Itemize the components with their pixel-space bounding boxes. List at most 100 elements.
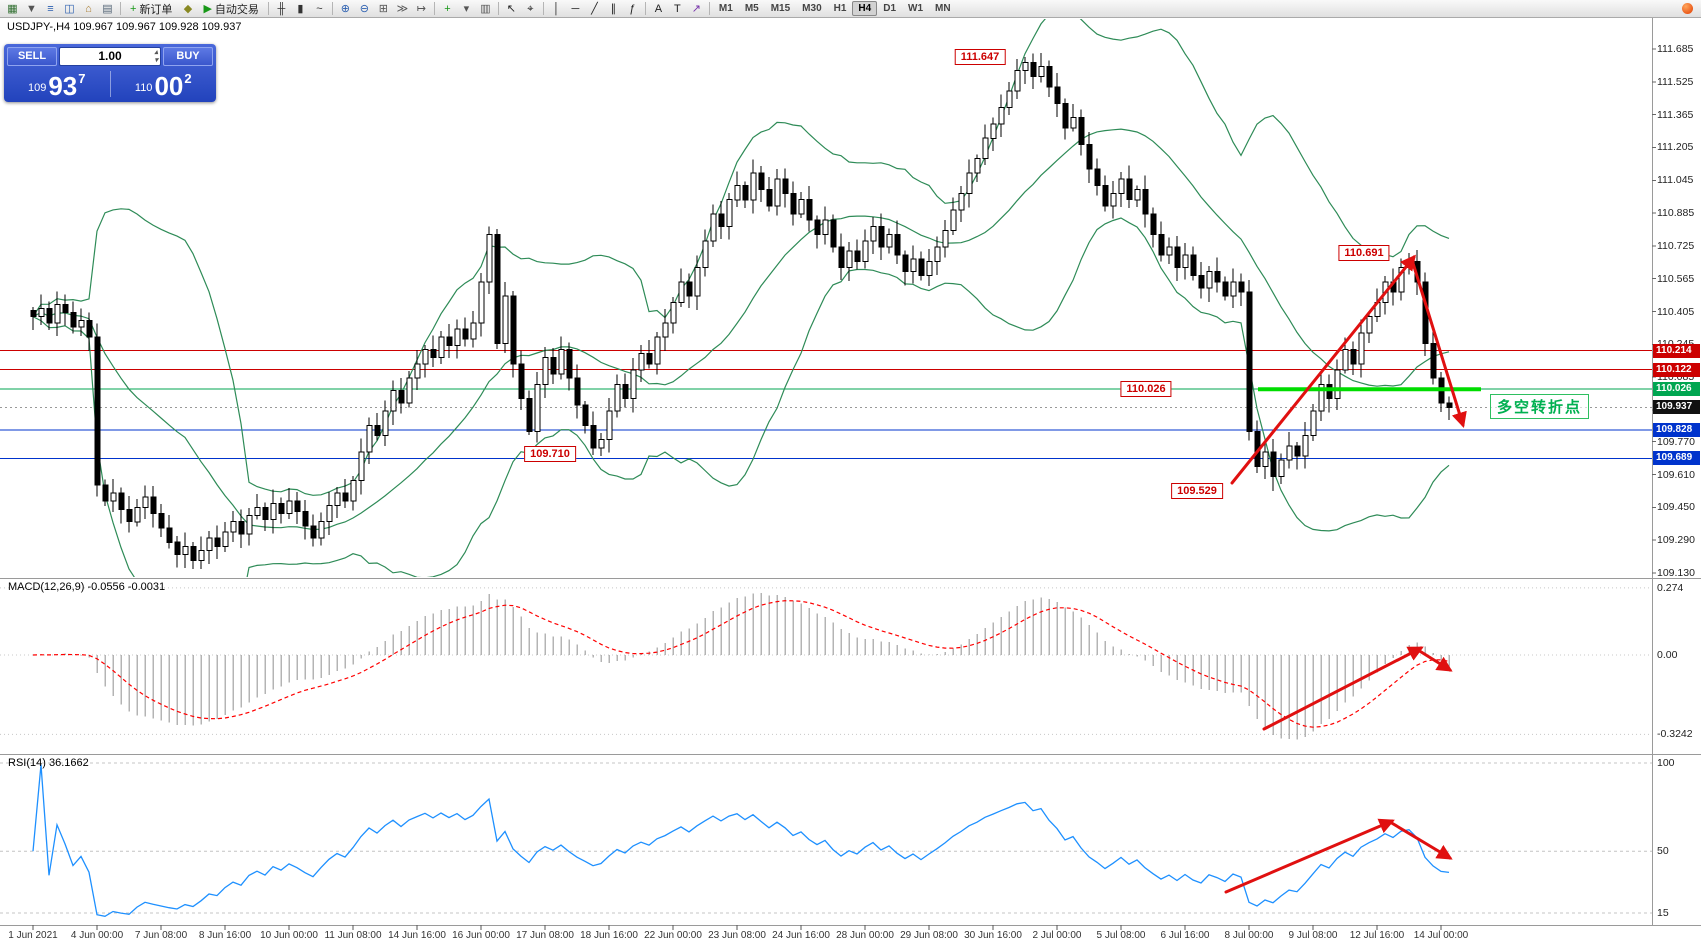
price-axis-label: 111.685 [1657, 43, 1694, 55]
time-axis-label: 2 Jul 00:00 [1032, 930, 1082, 941]
price-callout-110.691[interactable]: 110.691 [1338, 244, 1390, 261]
timeframe-m1[interactable]: M1 [718, 3, 733, 14]
price-callout-110.026[interactable]: 110.026 [1120, 381, 1172, 398]
turning-point-note[interactable]: 多空转折点 [1490, 394, 1590, 419]
auto-trading-button-icon: ▶ [203, 3, 212, 15]
indicators-icon[interactable]: + [444, 2, 451, 15]
market-watch-icon[interactable]: ≡ [47, 2, 54, 15]
line-chart-icon[interactable]: ~ [316, 2, 323, 15]
timeframe-m30[interactable]: M30 [802, 3, 822, 14]
price-axis-label: 110.565 [1657, 272, 1695, 285]
timeframe-m5[interactable]: M5 [744, 3, 759, 14]
metaeditor-icon[interactable]: ◆ [183, 2, 193, 15]
buy-price-sup: 2 [184, 71, 192, 86]
rsi-indicator-label: RSI(14) 36.1662 [8, 757, 89, 769]
timeframe-mn[interactable]: MN [935, 3, 951, 14]
sell-price-big: 93 [48, 71, 78, 101]
timeframe-h4[interactable]: H4 [852, 1, 878, 16]
price-axis-label: 109.610 [1657, 468, 1695, 481]
zoom-out-icon[interactable]: ⊖ [359, 2, 370, 15]
spin-down-icon[interactable]: ▾ [154, 56, 158, 64]
timeframe-d1[interactable]: D1 [883, 3, 897, 14]
buy-price-big: 00 [154, 71, 184, 101]
time-axis-label: 6 Jul 16:00 [1160, 930, 1210, 941]
toolbar: ▦ ▼ ≡ ◫ ⌂ ▤ + 新订单 ◆ ▶ 自动交易 ╫ ▮ ~ ⊕ ⊖ ⊞ ≫ ↦ + ▾ ▥ ↖ ⌖ │ ─ ╱ ∥ ƒ A T ↗ M1 M… [0, 0, 1701, 18]
toolbar-separator [644, 2, 646, 15]
new-order-button[interactable]: + 新订单 [124, 1, 178, 17]
candlestick-chart-icon[interactable]: ▮ [297, 2, 304, 15]
sell-quote[interactable]: 109 93 7 [4, 68, 110, 100]
macd-panel[interactable] [0, 587, 1652, 740]
price-axis-label: 110.885 [1657, 207, 1695, 220]
time-axis-label: 16 Jun 00:00 [452, 930, 510, 941]
templates-icon[interactable]: ▥ [480, 2, 491, 15]
price-axis-label: 109.770 [1657, 435, 1695, 448]
main-chart[interactable] [0, 10, 1652, 654]
bollinger-bands [32, 19, 1450, 577]
vertical-line-icon[interactable]: │ [552, 2, 560, 15]
trendline-icon[interactable]: ╱ [591, 2, 598, 15]
price-callout-109.710[interactable]: 109.710 [524, 446, 576, 463]
notification-icon[interactable] [1682, 3, 1693, 14]
crosshair-icon[interactable]: ⌖ [527, 2, 534, 15]
time-axis-label: 28 Jun 00:00 [836, 930, 894, 941]
macd-axis-label: 0.274 [1657, 581, 1684, 594]
text-icon[interactable]: A [654, 2, 663, 15]
fibonacci-icon[interactable]: ƒ [629, 2, 636, 15]
trade-panel-controls: SELL 1.00 ▴ ▾ BUY [4, 44, 216, 68]
rsi-axis-label: 50 [1657, 845, 1669, 858]
rsi-axis-label: 15 [1657, 907, 1669, 919]
time-axis-label: 4 Jun 00:00 [70, 930, 124, 941]
toolbar-separator [708, 2, 710, 15]
chart-shift-icon[interactable]: ↦ [416, 2, 427, 15]
price-axis-label: 111.365 [1657, 108, 1694, 121]
auto-trading-button[interactable]: ▶ 自动交易 [197, 1, 264, 17]
volume-spinner[interactable]: ▴ ▾ [154, 49, 158, 65]
price-callout-111.647[interactable]: 111.647 [954, 48, 1006, 65]
zoom-in-icon[interactable]: ⊕ [340, 2, 351, 15]
navigator-icon[interactable]: ⌂ [85, 2, 92, 15]
timeframe-w1[interactable]: W1 [908, 3, 924, 14]
cursor-icon[interactable]: ↖ [506, 2, 517, 15]
price-axis-label: 111.045 [1657, 174, 1694, 187]
price-axis-label: 110.405 [1657, 305, 1695, 318]
arrow-objects-icon[interactable]: ↗ [691, 2, 702, 15]
trend-arrows[interactable] [1230, 254, 1467, 485]
chart-list-icon[interactable]: ▼ [26, 2, 37, 15]
rsi-panel[interactable] [0, 762, 1652, 917]
periods-icon[interactable]: ▾ [463, 2, 470, 15]
terminal-icon[interactable]: ▤ [102, 2, 113, 15]
time-axis-label: 11 Jun 08:00 [324, 930, 382, 941]
time-axis-label: 12 Jul 16:00 [1349, 930, 1405, 941]
volume-field[interactable]: 1.00 ▴ ▾ [59, 46, 161, 66]
auto-scroll-icon[interactable]: ≫ [396, 2, 409, 15]
channel-icon[interactable]: ∥ [610, 2, 617, 15]
price-callout-109.529[interactable]: 109.529 [1171, 483, 1223, 500]
candlesticks [30, 53, 1453, 569]
timeframe-h1[interactable]: H1 [833, 3, 847, 14]
price-tag-109.689: 109.689 [1653, 451, 1700, 466]
new-chart-icon[interactable]: ▦ [7, 2, 18, 15]
buy-quote[interactable]: 110 00 2 [111, 68, 217, 100]
buy-button[interactable]: BUY [163, 46, 213, 66]
time-axis-label: 1 Jun 2021 [8, 930, 58, 941]
data-window-icon[interactable]: ◫ [64, 2, 75, 15]
bar-chart-icon[interactable]: ╫ [277, 2, 286, 15]
time-axis-label: 29 Jun 08:00 [900, 930, 958, 941]
text-label-icon[interactable]: T [674, 2, 681, 15]
price-axis-label: 110.725 [1657, 239, 1695, 252]
timeframe-m15[interactable]: M15 [770, 3, 791, 14]
spin-up-icon[interactable]: ▴ [154, 48, 158, 56]
toolbar-separator [497, 2, 499, 15]
sell-button[interactable]: SELL [7, 46, 57, 66]
horizontal-line-icon[interactable]: ─ [571, 2, 580, 15]
tile-windows-icon[interactable]: ⊞ [378, 2, 389, 15]
toolbar-separator [542, 2, 544, 15]
price-tag-110.122: 110.122 [1653, 362, 1700, 377]
one-click-trading-panel: SELL 1.00 ▴ ▾ BUY 109 93 7 110 00 2 [4, 44, 216, 102]
buy-price-prefix: 110 [134, 82, 153, 94]
price-axis-label: 109.130 [1657, 567, 1695, 579]
time-axis-label: 14 Jul 00:00 [1413, 930, 1469, 941]
time-axis-label: 30 Jun 16:00 [964, 930, 1022, 941]
